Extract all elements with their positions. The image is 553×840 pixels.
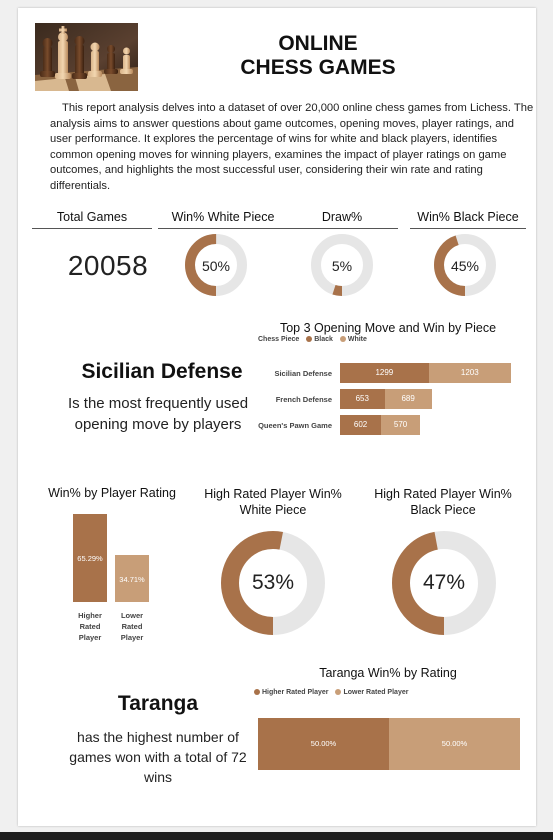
bar-black: 1299 bbox=[340, 363, 429, 383]
bar-value-label: 34.71% bbox=[119, 575, 145, 585]
legend-lower-label: Lower Rated Player bbox=[343, 689, 409, 696]
title-line-2: CHESS GAMES bbox=[240, 56, 396, 79]
opening-legend: Chess Piece Black White bbox=[258, 336, 367, 343]
category-label-line: Higher bbox=[78, 611, 102, 620]
top-player-headline: Taranga bbox=[117, 692, 199, 715]
divider bbox=[158, 228, 288, 229]
legend-lower-swatch bbox=[335, 689, 342, 695]
donut-slice bbox=[392, 531, 496, 635]
category-label: Queen's Pawn Game bbox=[258, 421, 332, 430]
donut-slice bbox=[311, 234, 373, 296]
bar-black: 602 bbox=[340, 415, 382, 435]
category-label: French Defense bbox=[275, 395, 332, 404]
divider bbox=[286, 228, 398, 229]
bar-black: 653 bbox=[340, 389, 385, 409]
bar-lower: 50.00% bbox=[389, 718, 520, 770]
high-white-title: High Rated Player Win% White Piece bbox=[188, 486, 358, 518]
high-white-donut bbox=[221, 531, 325, 635]
divider bbox=[32, 228, 152, 229]
chess-pieces-image bbox=[35, 23, 138, 91]
high-black-title: High Rated Player Win% Black Piece bbox=[358, 486, 528, 518]
high-black-value: 47% bbox=[422, 571, 466, 594]
divider bbox=[410, 228, 526, 229]
category-label-line: Lower bbox=[120, 611, 144, 620]
top-opening-headline: Sicilian Defense bbox=[81, 360, 243, 383]
win-black-label: Win% Black Piece bbox=[417, 210, 519, 224]
taranga-legend: Higher Rated Player Lower Rated Player bbox=[254, 689, 408, 696]
donut-slice bbox=[434, 234, 496, 296]
bar-white: 570 bbox=[381, 415, 421, 435]
bar-higher: 50.00% bbox=[258, 718, 389, 770]
high-white-title-line-2: White Piece bbox=[239, 503, 307, 517]
high-white-value: 53% bbox=[251, 571, 295, 594]
category-label: Lower Rated Player bbox=[112, 610, 152, 643]
draw-value: 5% bbox=[331, 258, 353, 274]
total-games-value: 20058 bbox=[67, 250, 149, 281]
category-label-line: Player bbox=[120, 633, 144, 642]
category-label-line: Rated bbox=[121, 622, 143, 631]
legend-black-label: Black bbox=[314, 336, 333, 343]
donut-slice bbox=[185, 234, 247, 296]
taranga-chart-title: Taranga Win% by Rating bbox=[319, 666, 457, 680]
top-opening-subline: Is the most frequently used opening move… bbox=[67, 395, 249, 433]
win-black-value: 45% bbox=[450, 258, 480, 274]
report-title: ONLINE CHESS GAMES bbox=[198, 32, 438, 80]
total-games-label: Total Games bbox=[56, 210, 128, 224]
category-label-line: Rated bbox=[79, 622, 101, 631]
high-black-title-line-2: Black Piece bbox=[410, 503, 476, 517]
legend-black-swatch bbox=[306, 336, 313, 342]
donut-slice bbox=[221, 531, 325, 635]
win-white-value: 50% bbox=[201, 258, 231, 274]
rating-bar: 34.71% bbox=[115, 555, 149, 602]
report-page: ONLINE CHESS GAMES This report analysis … bbox=[18, 8, 536, 826]
top-player-subline: has the highest number of games won with… bbox=[69, 729, 247, 785]
category-label: Sicilian Defense bbox=[274, 369, 332, 378]
rating-chart-title: Win% by Player Rating bbox=[48, 486, 176, 500]
intro-paragraph: This report analysis delves into a datas… bbox=[50, 102, 534, 192]
win-white-label: Win% White Piece bbox=[171, 210, 275, 224]
high-black-title-line-1: High Rated Player Win% bbox=[374, 487, 512, 501]
legend-white-swatch bbox=[339, 336, 346, 342]
bottom-bar bbox=[0, 832, 553, 840]
draw-label: Draw% bbox=[321, 210, 363, 224]
opening-chart-title: Top 3 Opening Move and Win by Piece bbox=[279, 321, 497, 335]
win-white-donut bbox=[185, 234, 247, 296]
rating-bar: 65.29% bbox=[73, 513, 107, 602]
title-line-1: ONLINE bbox=[278, 32, 358, 55]
bar-value-label: 65.29% bbox=[77, 553, 103, 563]
legend-title: Chess Piece bbox=[258, 336, 300, 343]
category-label-line: Player bbox=[78, 633, 102, 642]
category-label: Higher Rated Player bbox=[70, 610, 110, 643]
high-white-title-line-1: High Rated Player Win% bbox=[204, 487, 342, 501]
draw-donut bbox=[311, 234, 373, 296]
bar-white: 1203 bbox=[428, 363, 511, 383]
legend-white-label: White bbox=[347, 336, 367, 343]
legend-higher-label: Higher Rated Player bbox=[262, 689, 329, 696]
bar-white: 689 bbox=[384, 389, 432, 409]
high-black-donut bbox=[392, 531, 496, 635]
win-black-donut bbox=[434, 234, 496, 296]
legend-higher-swatch bbox=[254, 689, 260, 695]
